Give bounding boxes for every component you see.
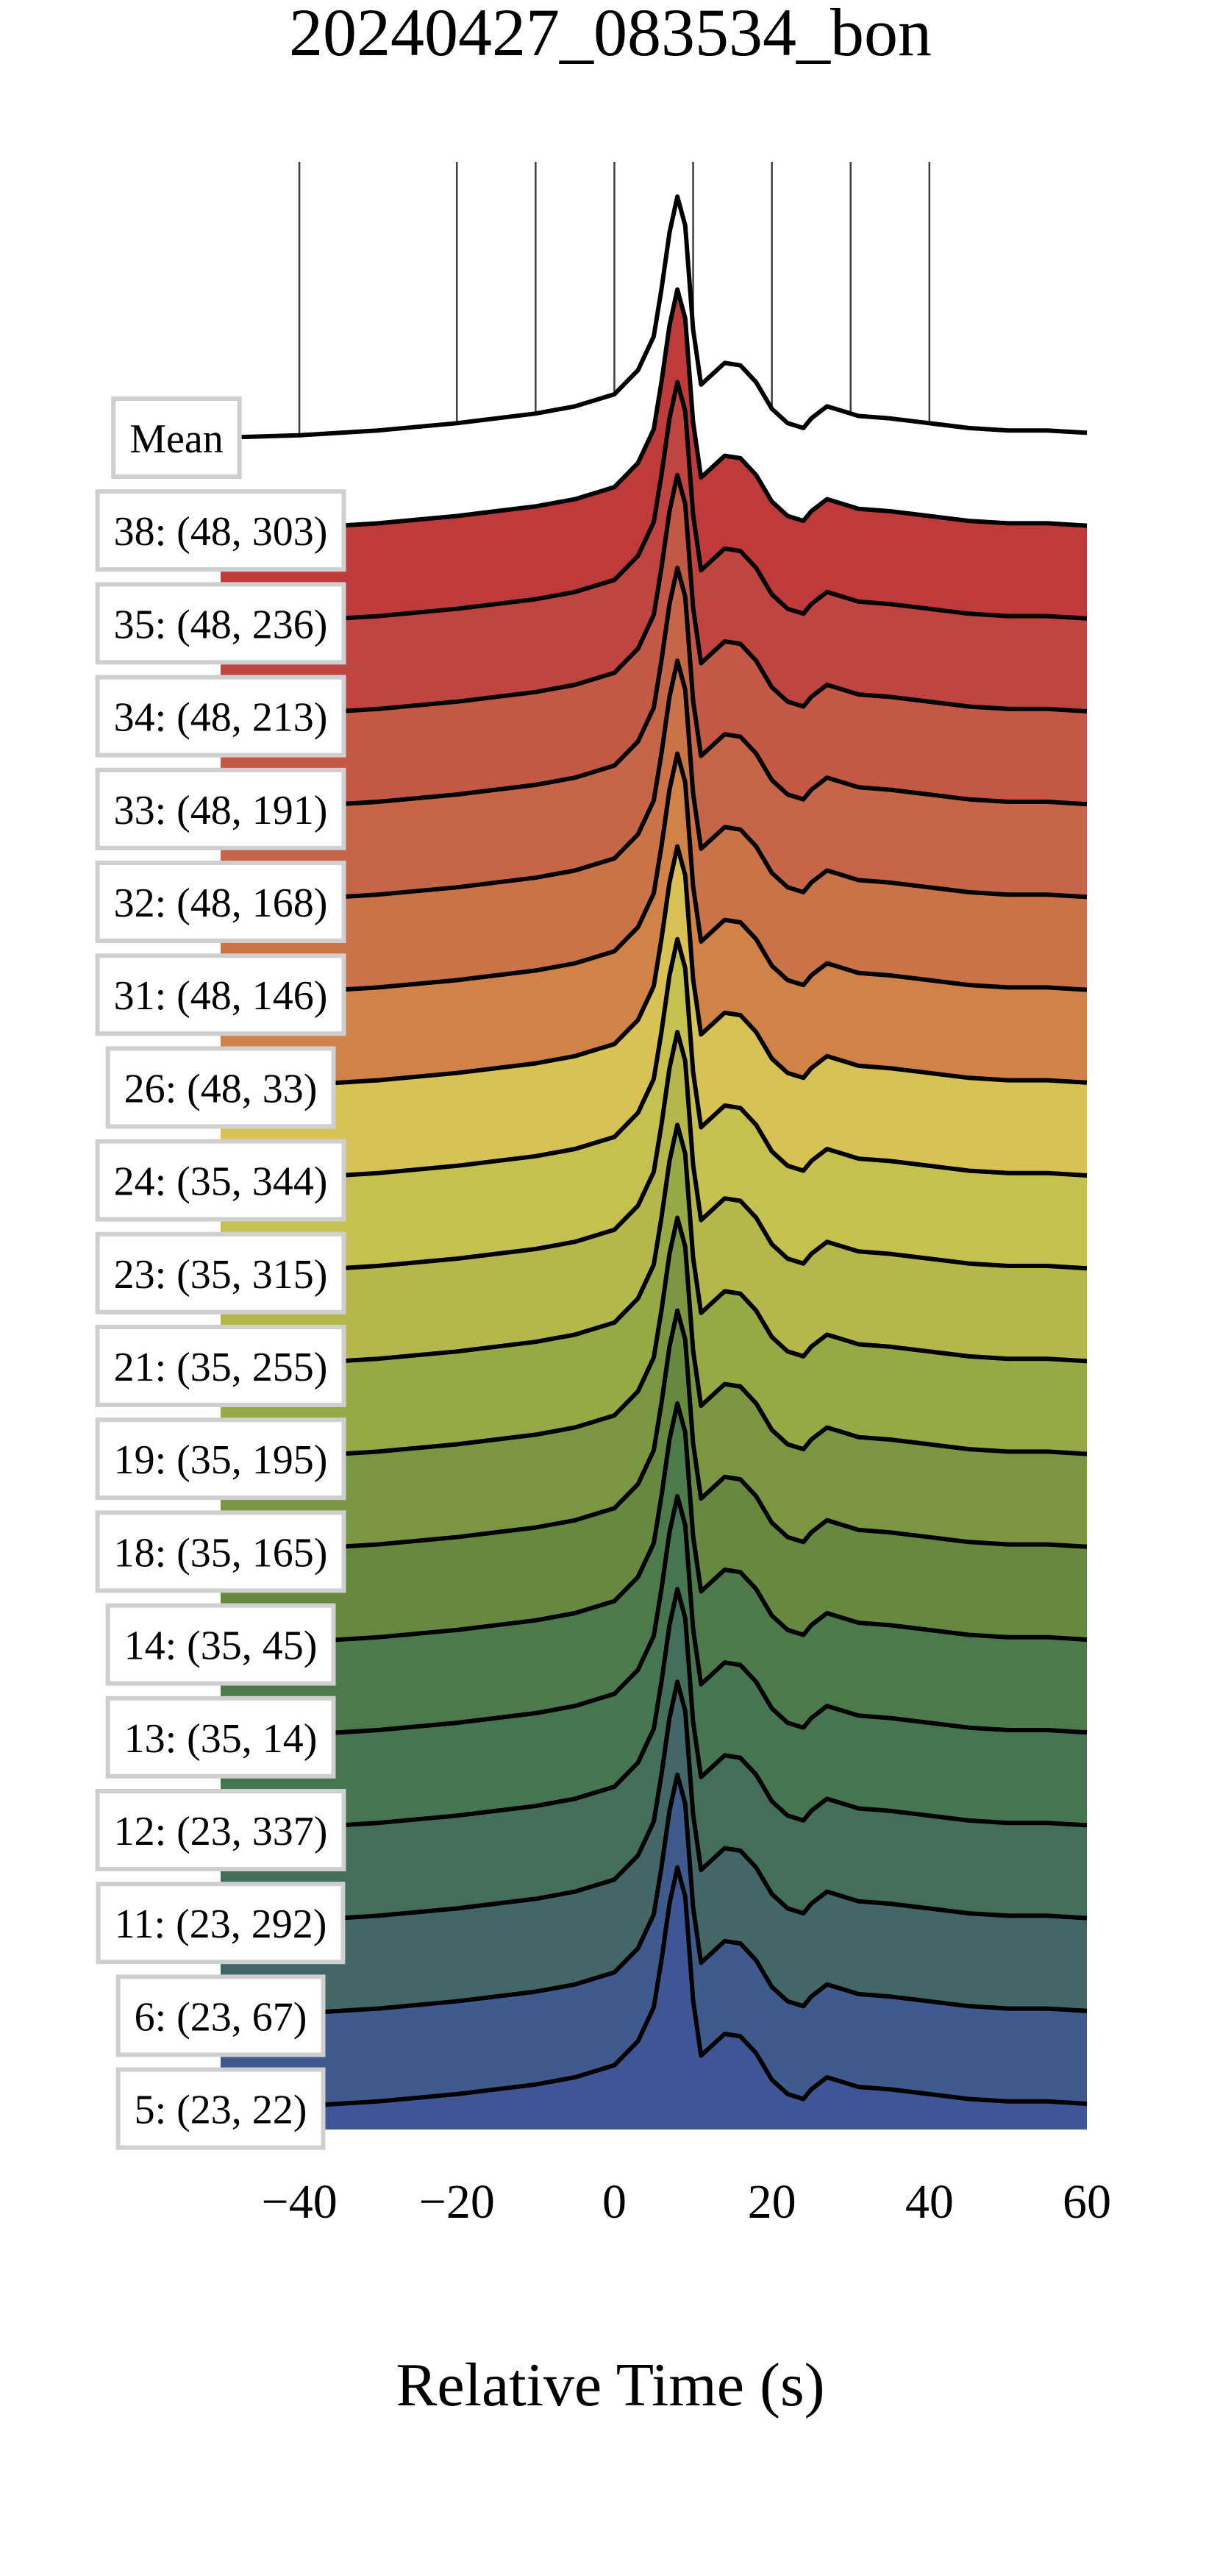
series-label-0: Mean bbox=[129, 416, 224, 462]
ridge-line-2 bbox=[220, 380, 1088, 626]
series-label-box-14 bbox=[105, 1696, 336, 1779]
series-label-box-6 bbox=[95, 953, 346, 1036]
series-label-11: 19: (35, 195) bbox=[114, 1437, 328, 1483]
ridge-line-9 bbox=[220, 1030, 1088, 1275]
ridge-line-3 bbox=[220, 472, 1088, 719]
series-label-9: 23: (35, 315) bbox=[114, 1252, 328, 1298]
x-tick-labels: −40 −20 0 20 40 60 bbox=[261, 2175, 1111, 2229]
x-tick-label-0: −40 bbox=[261, 2175, 337, 2229]
ridge-line-18 bbox=[220, 1865, 1088, 2111]
series-label-4: 33: (48, 191) bbox=[114, 788, 328, 833]
x-axis-label: Relative Time (s) bbox=[396, 2351, 824, 2419]
series-label-1: 38: (48, 303) bbox=[114, 509, 328, 555]
ridge-line-17 bbox=[220, 1772, 1088, 2018]
series-label-box-0 bbox=[111, 396, 242, 479]
ridge-line-12 bbox=[220, 1308, 1088, 1554]
series-label-3: 34: (48, 213) bbox=[114, 695, 328, 741]
series-label-box-15 bbox=[95, 1789, 346, 1871]
ridge-line-11 bbox=[220, 1215, 1088, 1462]
series-label-box-11 bbox=[95, 1417, 346, 1501]
x-tick-label-1: −20 bbox=[419, 2175, 495, 2229]
ridge-series bbox=[220, 194, 1088, 2130]
ridge-line-4 bbox=[220, 566, 1088, 811]
series-label-box-18 bbox=[115, 2067, 326, 2150]
series-label-box-8 bbox=[95, 1139, 346, 1222]
series-label-box-9 bbox=[95, 1231, 346, 1314]
ridge-line-8 bbox=[220, 936, 1088, 1183]
x-tick-label-4: 40 bbox=[905, 2175, 954, 2229]
series-label-box-7 bbox=[105, 1046, 336, 1129]
series-label-18: 5: (23, 22) bbox=[135, 2088, 307, 2133]
series-label-box-2 bbox=[95, 582, 346, 665]
series-labels: Mean 38: (48, 303) 35: (48, 236) 34: (48, 2… bbox=[95, 396, 346, 2150]
series-label-box-13 bbox=[105, 1603, 336, 1686]
series-label-6: 31: (48, 146) bbox=[114, 973, 328, 1019]
ridge-line-0 bbox=[220, 194, 1088, 440]
ridge-line-15 bbox=[220, 1587, 1088, 1832]
ridge-line-13 bbox=[220, 1401, 1088, 1647]
series-label-box-16 bbox=[96, 1882, 346, 1965]
series-label-box-12 bbox=[95, 1510, 346, 1593]
ridge-line-6 bbox=[220, 751, 1088, 997]
ridge-fill-17 bbox=[221, 1774, 1087, 2130]
series-label-box-17 bbox=[115, 1974, 326, 2057]
series-label-box-4 bbox=[95, 767, 346, 850]
series-label-8: 24: (35, 344) bbox=[114, 1159, 328, 1205]
series-label-13: 14: (35, 45) bbox=[124, 1623, 318, 1669]
ridge-18 bbox=[220, 1865, 1088, 2130]
series-label-16: 11: (23, 292) bbox=[115, 1901, 327, 1947]
series-label-box-3 bbox=[95, 675, 346, 758]
ridge-17 bbox=[220, 1772, 1088, 2130]
series-label-5: 32: (48, 168) bbox=[114, 880, 328, 926]
series-label-10: 21: (35, 255) bbox=[114, 1345, 328, 1390]
x-tick-label-3: 20 bbox=[748, 2175, 796, 2229]
ridge-line-1 bbox=[220, 287, 1088, 533]
chart-title: 20240427_083534_bon bbox=[289, 0, 932, 70]
series-label-15: 12: (23, 337) bbox=[114, 1809, 328, 1854]
series-label-12: 18: (35, 165) bbox=[114, 1530, 328, 1576]
series-label-14: 13: (35, 14) bbox=[124, 1716, 318, 1762]
ridge-fill-18 bbox=[221, 1867, 1087, 2130]
ridge-line-5 bbox=[220, 658, 1088, 904]
series-label-box-1 bbox=[95, 489, 346, 572]
ridge-line-10 bbox=[220, 1122, 1088, 1368]
ridge-line-7 bbox=[220, 844, 1088, 1090]
ridge-line-16 bbox=[220, 1679, 1088, 1926]
x-tick-label-2: 0 bbox=[602, 2175, 627, 2229]
series-label-box-5 bbox=[95, 861, 346, 943]
x-tick-label-5: 60 bbox=[1063, 2175, 1111, 2229]
series-label-box-10 bbox=[95, 1325, 346, 1407]
series-label-2: 35: (48, 236) bbox=[114, 602, 328, 647]
series-label-7: 26: (48, 33) bbox=[124, 1066, 318, 1111]
ridge-line-14 bbox=[220, 1494, 1088, 1740]
series-label-17: 6: (23, 67) bbox=[135, 1994, 307, 2040]
